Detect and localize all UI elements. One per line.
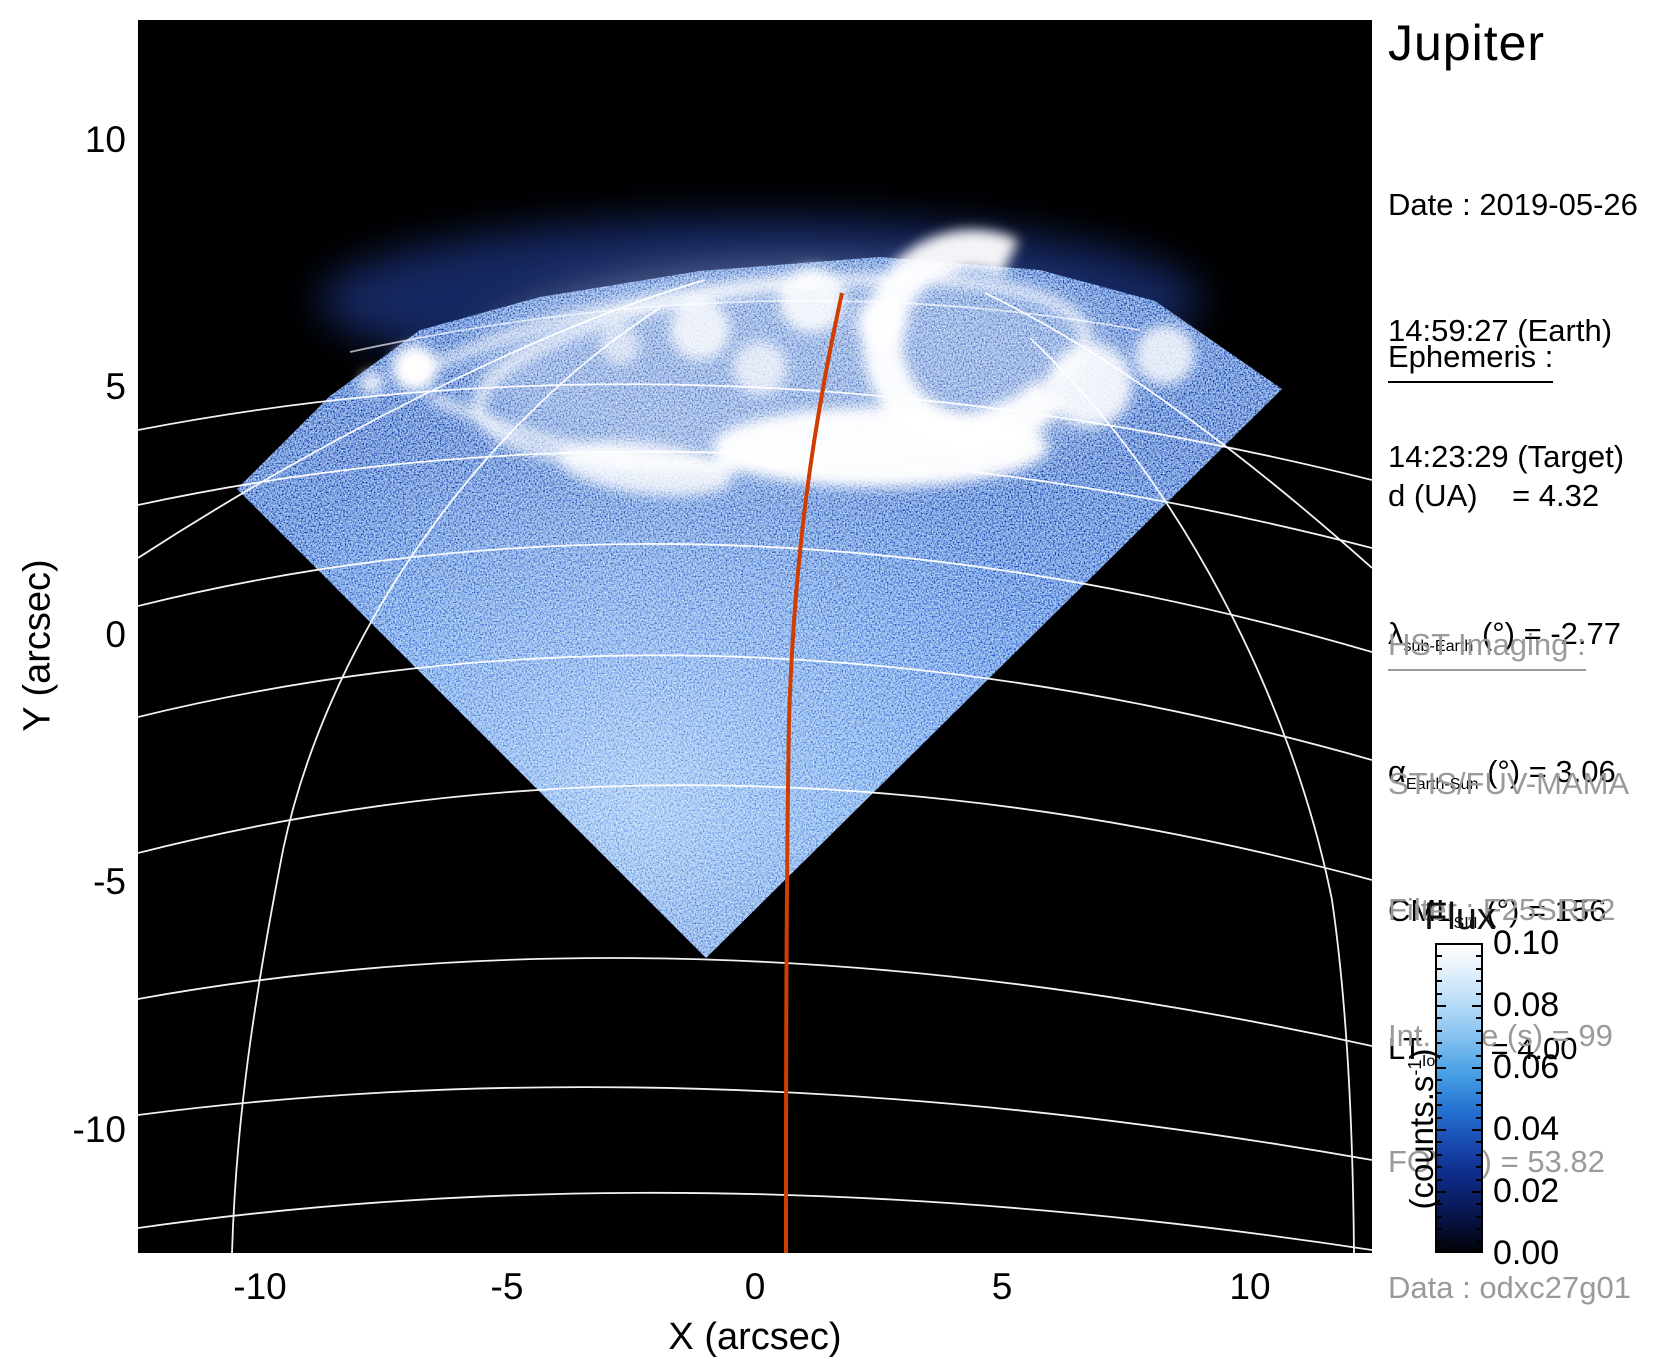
hst-heading: HST Imaging : xyxy=(1388,624,1586,671)
colorbar-tick-label: 0.06 xyxy=(1493,1048,1560,1086)
colorbar-tick-mark xyxy=(1437,1203,1442,1206)
colorbar-tick-label: 0.02 xyxy=(1493,1172,1560,1210)
figure-title: Jupiter xyxy=(1388,15,1546,71)
plot-area xyxy=(138,20,1372,1253)
cml-meridian-line xyxy=(784,292,844,1253)
colorbar-tick-mark xyxy=(1476,1153,1481,1156)
colorbar-tick-mark xyxy=(1437,1215,1442,1218)
colorbar-tick-mark xyxy=(1476,1228,1481,1231)
colorbar-title: Flux xyxy=(1424,896,1496,938)
colorbar-tick-mark xyxy=(1437,1129,1446,1131)
colorbar-gradient xyxy=(1435,943,1483,1253)
y-tick-label: -5 xyxy=(93,861,126,902)
observation-datetime: Date : 2019-05-26 14:59:27 (Earth) 14:23… xyxy=(1388,100,1638,562)
colorbar-tick-mark xyxy=(1437,1079,1442,1082)
colorbar-tick-label: 0.00 xyxy=(1493,1234,1560,1272)
y-tick-label: 5 xyxy=(105,366,126,407)
colorbar-tick-mark xyxy=(1476,1116,1481,1119)
colorbar-tick-mark xyxy=(1472,1005,1481,1007)
colorbar-tick-mark xyxy=(1437,1029,1442,1032)
x-tick-label: 0 xyxy=(744,1266,766,1307)
colorbar-tick-mark xyxy=(1472,1129,1481,1131)
y-tick-label: 10 xyxy=(84,119,126,160)
colorbar-tick-mark xyxy=(1476,955,1481,958)
date-line: Date : 2019-05-26 xyxy=(1388,187,1638,222)
graticule xyxy=(138,279,1372,1253)
colorbar-tick-mark xyxy=(1437,980,1442,983)
x-tick-label: -5 xyxy=(490,1266,524,1307)
colorbar-tick-mark xyxy=(1476,1042,1481,1045)
colorbar-tick-mark xyxy=(1476,1029,1481,1032)
colorbar-tick-mark xyxy=(1437,1017,1442,1020)
hst-filter: Filter : F25SRF2 xyxy=(1388,892,1616,927)
hst-data-id: Data : odxc27g01 xyxy=(1388,1270,1632,1305)
hst-instrument: STIS/FUV-MAMA xyxy=(1388,766,1630,801)
ephemeris-row-alpha: αEarth-Sun (°) = 3.06 xyxy=(1388,754,1616,794)
colorbar-tick-mark xyxy=(1437,1240,1442,1243)
colorbar-tick-mark xyxy=(1437,1042,1442,1045)
colorbar-tick-mark xyxy=(1437,1228,1442,1231)
colorbar-tick-mark xyxy=(1437,1104,1442,1107)
colorbar-tick-mark xyxy=(1437,943,1446,945)
colorbar-tick-mark xyxy=(1437,1191,1446,1193)
ephemeris-row-lambda: λsub-Earth (°) = -2.77 xyxy=(1388,616,1621,656)
colorbar-tick-mark xyxy=(1476,1091,1481,1094)
colorbar-tick-mark xyxy=(1476,1104,1481,1107)
colorbar-tick-mark xyxy=(1437,955,1442,958)
x-axis-label: X (arcsec) xyxy=(668,1316,842,1358)
colorbar-tick-mark xyxy=(1472,1067,1481,1069)
colorbar-tick-mark xyxy=(1476,1166,1481,1169)
colorbar-tick-mark xyxy=(1437,1178,1442,1181)
y-tick-label: -10 xyxy=(72,1109,126,1150)
colorbar-tick-mark xyxy=(1437,967,1442,970)
jupiter-fuv-image xyxy=(138,20,1372,1253)
colorbar-tick-label: 0.04 xyxy=(1493,1110,1560,1148)
colorbar-tick-mark xyxy=(1476,1079,1481,1082)
colorbar-tick-mark xyxy=(1476,1240,1481,1243)
y-tick-label: 0 xyxy=(105,614,126,655)
colorbar-tick-mark xyxy=(1476,1141,1481,1144)
ephemeris-heading: Ephemeris : xyxy=(1388,336,1554,383)
colorbar-tick-mark xyxy=(1472,943,1481,945)
ephemeris-row-cml: CMLSIII (°) = 156 xyxy=(1388,892,1607,932)
colorbar-tick-mark xyxy=(1437,1067,1446,1069)
colorbar-tick-mark xyxy=(1472,1191,1481,1193)
ephemeris-row-distance: d (UA) = 4.32 xyxy=(1388,478,1600,513)
colorbar-tick-mark xyxy=(1476,1203,1481,1206)
x-tick-label: 10 xyxy=(1229,1266,1271,1307)
earth-time-line: 14:59:27 (Earth) xyxy=(1388,313,1613,348)
colorbar-tick-mark xyxy=(1437,1005,1446,1007)
colorbar-tick-label: 0.08 xyxy=(1493,986,1560,1024)
colorbar-tick-mark xyxy=(1437,1153,1442,1156)
colorbar-tick-mark xyxy=(1476,992,1481,995)
colorbar-tick-mark xyxy=(1476,980,1481,983)
x-tick-label: -10 xyxy=(233,1266,287,1307)
colorbar-tick-mark xyxy=(1437,1141,1442,1144)
hst-imaging-block: HST Imaging : STIS/FUV-MAMA Filter : F25… xyxy=(1388,540,1631,1367)
x-tick-label: 5 xyxy=(991,1266,1013,1307)
colorbar-tick-mark xyxy=(1437,1091,1442,1094)
colorbar-tick-mark xyxy=(1437,992,1442,995)
target-time-line: 14:23:29 (Target) xyxy=(1388,439,1625,474)
colorbar-tick-mark xyxy=(1437,1249,1446,1251)
colorbar-tick-mark xyxy=(1476,967,1481,970)
colorbar-tick-label: 0.10 xyxy=(1493,924,1560,962)
colorbar-tick-mark xyxy=(1472,1249,1481,1251)
colorbar-tick-mark xyxy=(1476,1178,1481,1181)
colorbar-tick-mark xyxy=(1437,1054,1442,1057)
colorbar-tick-mark xyxy=(1437,1116,1442,1119)
colorbar-tick-mark xyxy=(1476,1017,1481,1020)
colorbar-tick-mark xyxy=(1476,1054,1481,1057)
colorbar-tick-mark xyxy=(1437,1166,1442,1169)
colorbar-tick-mark xyxy=(1476,1215,1481,1218)
